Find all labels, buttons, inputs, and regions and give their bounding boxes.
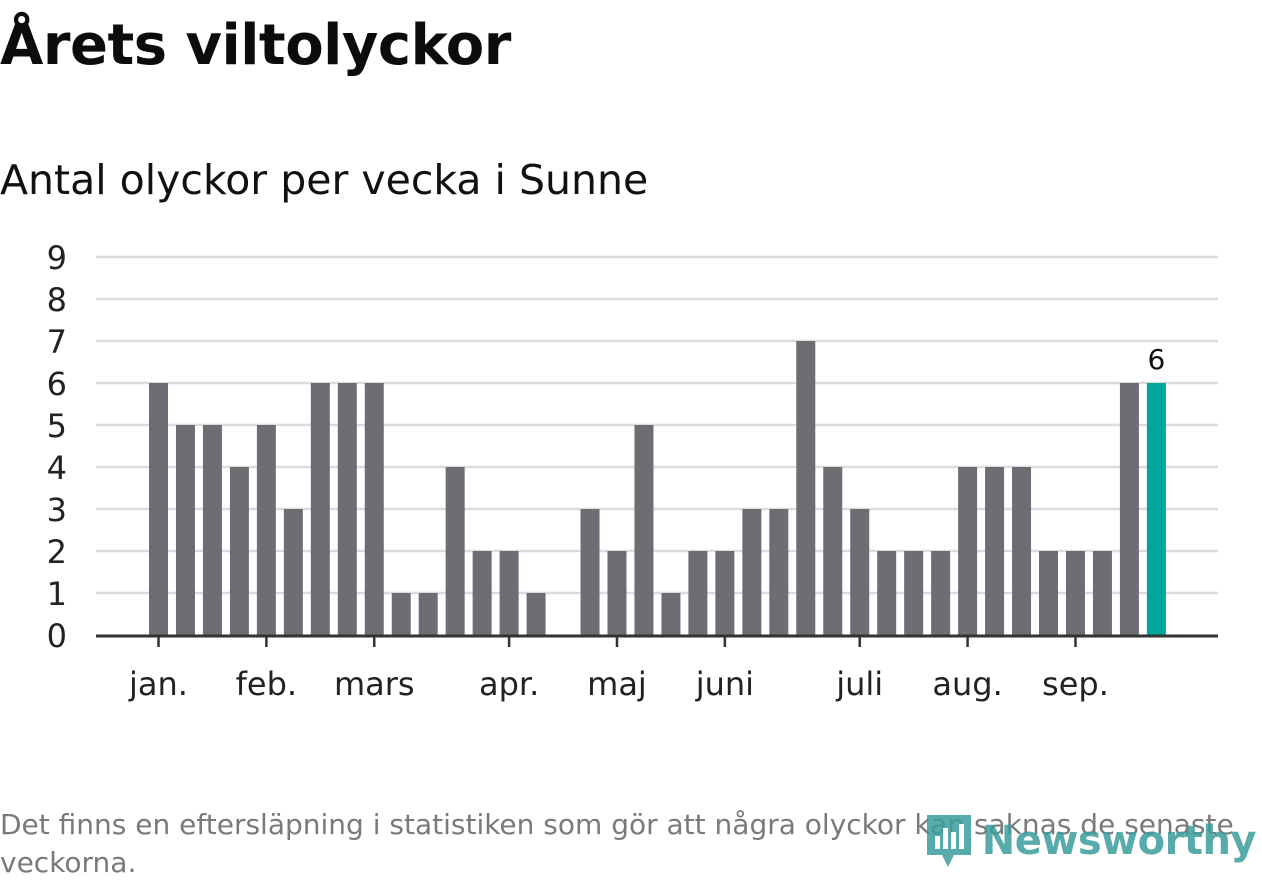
x-tick-label: mars <box>334 665 415 703</box>
data-labels: 6 <box>1147 343 1165 376</box>
bar <box>769 509 789 635</box>
bar <box>1012 467 1032 635</box>
chart-title: Årets viltolyckor <box>0 13 511 78</box>
bar <box>364 383 384 635</box>
bar <box>256 425 276 635</box>
newsworthy-logo-icon <box>926 815 971 867</box>
bar <box>796 341 816 635</box>
y-tick-label: 2 <box>47 533 67 571</box>
bar <box>229 467 249 635</box>
bar <box>958 467 978 635</box>
bar <box>175 425 195 635</box>
bar <box>580 509 600 635</box>
bar <box>310 383 330 635</box>
y-axis-ticks: 0 1 2 3 4 5 6 7 8 9 <box>47 239 67 655</box>
bar <box>1065 551 1085 635</box>
bar <box>1039 551 1059 635</box>
y-tick-label: 5 <box>47 407 67 445</box>
bar <box>337 383 357 635</box>
bar <box>850 509 870 635</box>
x-tick-label: juli <box>835 665 883 703</box>
bar <box>688 551 708 635</box>
bar <box>1092 551 1112 635</box>
y-tick-label: 3 <box>47 491 67 529</box>
y-tick-label: 4 <box>47 449 67 487</box>
grid-lines <box>96 255 1218 595</box>
bar <box>526 593 546 635</box>
x-tick-label: apr. <box>479 665 539 703</box>
bar-chart: 0 1 2 3 4 5 6 7 8 9 jan. feb. mars apr. maj juni juli au… <box>47 239 1218 703</box>
x-tick-label: sep. <box>1042 665 1109 703</box>
bar <box>823 467 843 635</box>
bar <box>283 509 303 635</box>
y-tick-label: 1 <box>47 575 67 613</box>
highlight-value-label: 6 <box>1147 343 1165 376</box>
y-tick-label: 8 <box>47 281 67 319</box>
bar <box>445 467 465 635</box>
x-tick-label: jan. <box>128 665 188 703</box>
y-tick-label: 6 <box>47 365 67 403</box>
x-tick-label: feb. <box>236 665 297 703</box>
footnote: Det finns en eftersläpning i statistiken… <box>0 808 1234 879</box>
bar <box>391 593 411 635</box>
logo-text: Newsworthy <box>981 818 1257 864</box>
x-tick-label: maj <box>587 665 647 703</box>
bar <box>634 425 654 635</box>
bar <box>904 551 924 635</box>
bars <box>149 341 1166 635</box>
y-tick-label: 7 <box>47 323 67 361</box>
bar <box>149 383 168 635</box>
bar <box>418 593 438 635</box>
y-tick-label: 0 <box>47 617 67 655</box>
bar <box>1119 383 1139 635</box>
bar <box>985 467 1005 635</box>
bar <box>607 551 627 635</box>
bar <box>715 551 735 635</box>
x-tick-label: aug. <box>932 665 1002 703</box>
x-tick-label: juni <box>695 665 754 703</box>
x-axis: jan. feb. mars apr. maj juni juli aug. sep. <box>96 634 1218 703</box>
y-tick-label: 9 <box>47 239 67 277</box>
bar <box>661 593 681 635</box>
bar <box>877 551 897 635</box>
bar <box>742 509 762 635</box>
chart-subtitle: Antal olyckor per vecka i Sunne <box>0 156 649 204</box>
bar <box>472 551 492 635</box>
newsworthy-logo: Newsworthy <box>924 805 1257 877</box>
bar <box>931 551 951 635</box>
bar <box>499 551 519 635</box>
bar-highlight <box>1146 383 1166 635</box>
bar <box>202 425 222 635</box>
